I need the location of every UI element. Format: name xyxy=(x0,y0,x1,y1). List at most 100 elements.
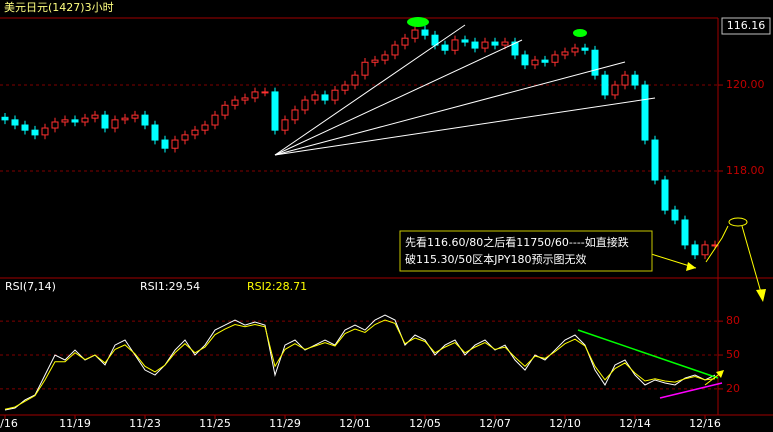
candle-body xyxy=(561,51,569,56)
candle-body xyxy=(331,89,339,101)
candle-body xyxy=(171,139,179,149)
candle-body xyxy=(21,124,29,131)
marker xyxy=(728,217,748,227)
candle-body xyxy=(281,119,289,131)
candle-body xyxy=(91,114,99,119)
arrow-line xyxy=(741,225,763,297)
candle-body xyxy=(71,119,79,123)
candle-body xyxy=(511,41,519,56)
candle-body xyxy=(491,41,499,46)
legend-entry: RSI2:28.71 xyxy=(247,280,307,293)
fan-line xyxy=(274,24,466,156)
x-tick-label: 12/01 xyxy=(339,417,371,430)
chart-title: 美元日元(1427)3小时 xyxy=(4,1,114,14)
trend-line xyxy=(577,329,719,379)
candle-body xyxy=(161,139,169,149)
trend-line xyxy=(659,382,723,399)
candle-body xyxy=(361,61,369,76)
plot: 120.00 118.00 20 50 80/16 11/19 11/23 11/25 11/2… xyxy=(0,25,765,430)
rsi-line xyxy=(4,314,716,411)
arrow-head xyxy=(756,289,766,302)
candle-body xyxy=(421,29,429,36)
current-price: 116.16 xyxy=(727,19,766,32)
y-tick-label: 120.00 xyxy=(726,78,765,91)
candle-body xyxy=(401,37,409,46)
candle-body xyxy=(151,124,159,141)
candle-body xyxy=(61,119,69,123)
candle-body xyxy=(611,84,619,96)
x-tick-label: 11/25 xyxy=(199,417,231,430)
x-tick-label: 11/23 xyxy=(129,417,161,430)
candle-body xyxy=(301,99,309,111)
marker xyxy=(573,29,587,37)
candle-body xyxy=(191,129,199,136)
fan-lines xyxy=(274,24,656,156)
candle-body xyxy=(311,94,319,101)
candle-body xyxy=(131,114,139,119)
y-tick-label: 80 xyxy=(726,314,740,327)
candle-body xyxy=(11,119,19,126)
candle-body xyxy=(351,74,359,86)
candle-body xyxy=(461,39,469,43)
candle-body xyxy=(81,117,89,123)
candle-body xyxy=(581,47,589,51)
candle-body xyxy=(271,91,279,131)
x-tick-label: 11/19 xyxy=(59,417,91,430)
candle-body xyxy=(571,47,579,53)
candle-body xyxy=(321,94,329,101)
candle-body xyxy=(501,41,509,46)
candle-body xyxy=(601,74,609,96)
annotation: 破115.30/50区本JPY180预示图无效 xyxy=(405,252,587,266)
candle-body xyxy=(531,59,539,66)
candle-body xyxy=(1,116,9,121)
candle-body xyxy=(631,74,639,86)
legend-entry: RSI1:29.54 xyxy=(140,280,200,293)
fan-line xyxy=(274,61,626,156)
candle-body xyxy=(251,91,259,99)
candle-body xyxy=(681,219,689,246)
candle-body xyxy=(691,244,699,256)
annotation-box xyxy=(399,230,653,272)
candle-body xyxy=(31,129,39,136)
y-tick-label: 50 xyxy=(726,348,740,361)
candle-body xyxy=(121,117,129,121)
x-tick-label: /16 xyxy=(0,417,18,430)
projection-line xyxy=(705,225,729,263)
candle-body xyxy=(41,127,49,136)
candle-body xyxy=(231,99,239,106)
x-tick-label: 12/16 xyxy=(689,417,721,430)
candle-body xyxy=(261,91,269,94)
candle-body xyxy=(711,244,719,247)
candle-body xyxy=(591,49,599,76)
x-tick-label: 12/07 xyxy=(479,417,511,430)
candle-body xyxy=(671,209,679,221)
candle-body xyxy=(141,114,149,126)
x-tick-label: 12/05 xyxy=(409,417,441,430)
candle-body xyxy=(521,54,529,66)
candle-body xyxy=(51,121,59,129)
candle-body xyxy=(391,44,399,56)
candle-body xyxy=(621,74,629,86)
candle-body xyxy=(101,114,109,129)
candle-body xyxy=(111,119,119,129)
candle-body xyxy=(211,114,219,126)
x-tick-label: 11/29 xyxy=(269,417,301,430)
candle-body xyxy=(371,59,379,63)
fan-line xyxy=(274,97,656,156)
y-tick-label: 118.00 xyxy=(726,164,765,177)
indicator-title: RSI(7,14) xyxy=(5,280,56,293)
fan-line xyxy=(274,39,523,156)
candle-body xyxy=(221,104,229,116)
candle-body xyxy=(291,109,299,121)
candle-body xyxy=(471,41,479,49)
candle-body xyxy=(181,134,189,141)
candle-body xyxy=(381,54,389,61)
candle-body xyxy=(201,124,209,131)
candle-body xyxy=(551,54,559,63)
candle-body xyxy=(441,44,449,51)
annotation: 先看116.60/80之后看11750/60----如直接跌 xyxy=(405,235,629,249)
candle-body xyxy=(651,139,659,181)
